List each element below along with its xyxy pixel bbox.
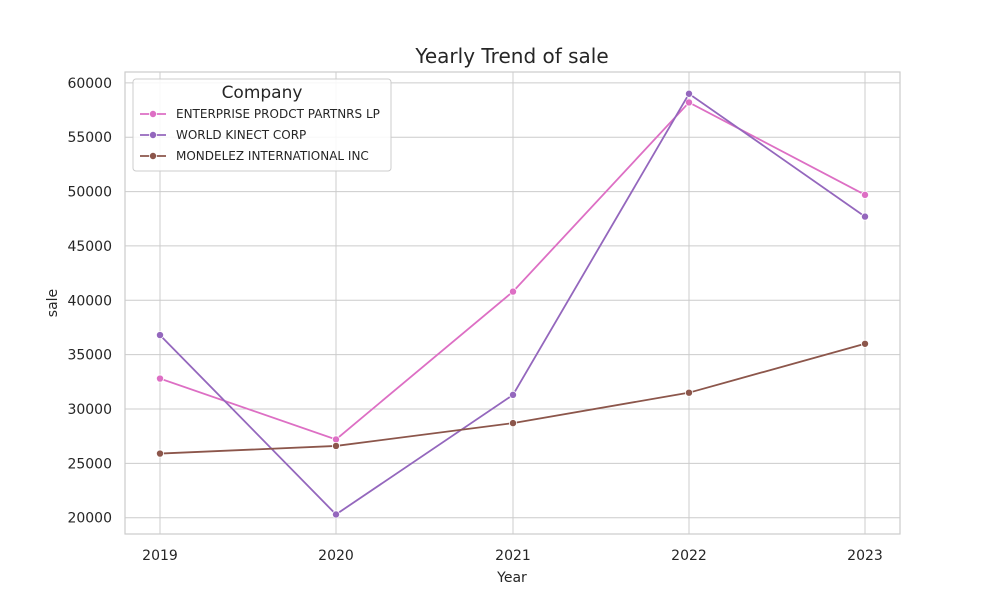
legend-entry-label: MONDELEZ INTERNATIONAL INC <box>176 149 369 163</box>
legend-box <box>132 78 392 172</box>
data-point <box>685 388 694 397</box>
series <box>155 339 870 458</box>
series <box>155 98 870 444</box>
y-tick-label: 30000 <box>67 402 112 418</box>
legend-entry-label: WORLD KINECT CORP <box>176 128 306 142</box>
data-point <box>155 374 164 383</box>
x-tick-label: 2020 <box>318 548 354 564</box>
series-layer <box>155 89 870 519</box>
x-axis-label: Year <box>496 570 527 586</box>
data-point <box>155 449 164 458</box>
y-tick-label: 40000 <box>67 293 112 309</box>
data-point <box>685 89 694 98</box>
legend: Company ENTERPRISE PRODCT PARTNRS LP WORL… <box>132 78 392 172</box>
plot-frame <box>124 71 901 535</box>
data-point <box>155 331 164 340</box>
y-axis-label: sale <box>45 289 61 317</box>
legend-items: ENTERPRISE PRODCT PARTNRS LP WORLD KINECT… <box>140 107 380 163</box>
data-point <box>331 441 340 450</box>
x-tick-label: 2023 <box>847 548 883 564</box>
series <box>155 89 870 519</box>
data-point <box>685 98 694 107</box>
y-tick-label: 55000 <box>67 130 112 146</box>
legend-swatch-marker <box>148 151 157 160</box>
y-tick-label: 50000 <box>67 185 112 201</box>
tick-labels: 20000 25000 30000 35000 40000 45000 50000 55000… <box>67 76 882 564</box>
data-point <box>508 287 517 296</box>
legend-entry-label: ENTERPRISE PRODCT PARTNRS LP <box>176 107 380 121</box>
data-point <box>508 390 517 399</box>
x-tick-label: 2022 <box>671 548 707 564</box>
y-tick-label: 35000 <box>67 348 112 364</box>
legend-title: Company <box>222 83 303 103</box>
legend-swatch-marker <box>148 130 157 139</box>
data-point <box>331 435 340 444</box>
y-tick-label: 20000 <box>67 511 112 527</box>
data-point <box>331 510 340 519</box>
legend-swatch-marker <box>148 110 157 119</box>
chart-title: Yearly Trend of sale <box>414 44 608 68</box>
data-point <box>861 212 870 221</box>
x-tick-label: 2021 <box>495 548 531 564</box>
y-tick-label: 60000 <box>67 76 112 92</box>
y-tick-label: 45000 <box>67 239 112 255</box>
x-tick-label: 2019 <box>142 548 178 564</box>
data-point <box>508 419 517 428</box>
data-point <box>861 190 870 199</box>
y-tick-label: 25000 <box>67 456 112 472</box>
data-point <box>861 339 870 348</box>
